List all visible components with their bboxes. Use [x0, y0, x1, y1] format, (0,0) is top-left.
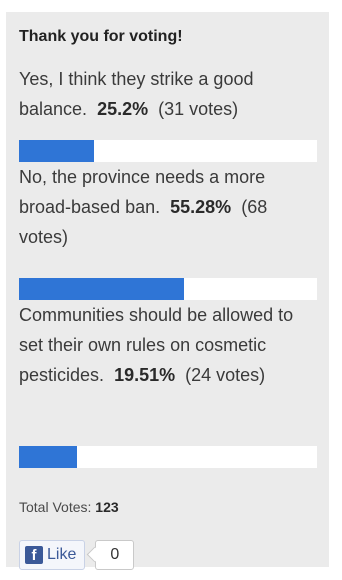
answer-percent: 19.51% — [114, 365, 176, 385]
result-bar-fill — [19, 278, 184, 300]
result-bar-fill — [19, 140, 95, 162]
answer-text: No, the province needs a more broad-base… — [19, 167, 266, 217]
poll-answer-2: No, the province needs a more broad-base… — [19, 162, 319, 252]
like-label: Like — [47, 546, 77, 563]
answer-percent: 25.2% — [97, 99, 149, 119]
result-bar-track — [19, 278, 317, 300]
total-votes: Total Votes: 123 — [19, 499, 119, 515]
answer-votes: (24 votes) — [185, 365, 266, 385]
facebook-icon: f — [25, 546, 43, 564]
answer-text: Yes, I think they strike a good balance. — [19, 69, 254, 119]
poll-answer-3: Communities should be allowed to set the… — [19, 300, 319, 390]
answer-votes: (68 votes) — [19, 197, 268, 247]
facebook-like-button[interactable]: f Like — [19, 540, 86, 570]
total-votes-value: 123 — [95, 499, 119, 515]
poll-title: Thank you for voting! — [19, 28, 183, 45]
poll-results-panel: Thank you for voting! Yes, I think they … — [6, 12, 329, 570]
answer-text: Communities should be allowed to set the… — [19, 305, 294, 385]
total-votes-label: Total Votes: — [19, 499, 92, 515]
answer-votes: (31 votes) — [158, 99, 239, 119]
facebook-like-widget: f Like 0 — [19, 539, 135, 571]
poll-answer-1: Yes, I think they strike a good balance.… — [19, 64, 319, 124]
answer-percent: 55.28% — [170, 197, 232, 217]
like-count: 0 — [95, 540, 135, 570]
like-count-bubble: 0 — [87, 540, 135, 570]
result-bar-fill — [19, 446, 78, 468]
result-bar-track — [19, 446, 317, 468]
result-bar-track — [19, 140, 317, 162]
